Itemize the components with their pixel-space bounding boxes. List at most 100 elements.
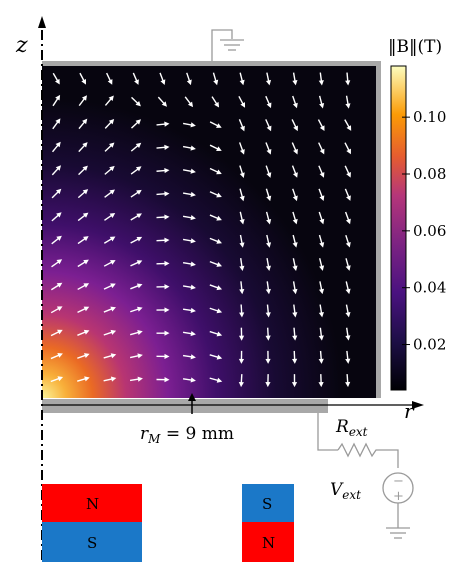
magnet-right-south (242, 484, 294, 522)
field-arrow (318, 281, 325, 295)
field-arrow (318, 95, 325, 109)
field-arrows (50, 72, 352, 388)
field-arrow (52, 72, 60, 85)
colorbar (390, 65, 407, 391)
field-arrow (78, 142, 88, 153)
field-arrow (265, 211, 272, 225)
field-arrow (156, 144, 170, 150)
magnet-left-south (42, 522, 142, 562)
field-arrow (103, 376, 117, 382)
field-arrow (182, 168, 196, 174)
field-arrow (159, 72, 166, 86)
field-arrow (238, 119, 245, 132)
field-arrow (344, 188, 351, 201)
field-arrow (182, 377, 196, 383)
field-arrow (239, 304, 245, 318)
colorbar-ticks: 0.10 0.08 0.06 0.04 0.02 (402, 108, 446, 354)
field-arrow (104, 95, 114, 106)
field-arrow (103, 353, 117, 359)
field-arrow (182, 215, 196, 221)
field-arrow (156, 191, 170, 197)
field-arrow (182, 354, 196, 360)
field-arrow (156, 353, 170, 360)
field-arrow (344, 142, 351, 155)
field-arrow (50, 376, 64, 383)
magnet-right: S N (242, 484, 294, 562)
top-electrode (42, 61, 381, 66)
colorbar-tick-label: 0.04 (413, 279, 446, 297)
field-arrow (317, 119, 325, 132)
field-arrow (77, 236, 89, 245)
field-arrow (345, 234, 351, 248)
field-arrow (156, 237, 170, 243)
source-minus: − (393, 474, 404, 489)
field-arrow (318, 350, 324, 364)
field-arrow (182, 284, 196, 290)
field-arrow (238, 142, 245, 155)
radius-label: rM = 9 mm (140, 424, 234, 446)
colorbar-tick-label: 0.06 (413, 222, 446, 240)
field-arrow (51, 165, 62, 176)
field-arrow (182, 122, 196, 128)
field-arrow (265, 72, 272, 86)
field-arrow (209, 214, 222, 221)
field-arrow (132, 72, 139, 85)
field-arrow (156, 168, 170, 174)
magnet-left: N S (42, 484, 142, 562)
field-arrow (156, 214, 170, 220)
field-arrow (130, 283, 143, 290)
field-arrow (156, 284, 170, 290)
colorbar-tick-label: 0.08 (413, 165, 446, 183)
field-arrow (345, 350, 351, 364)
field-arrow (50, 282, 63, 291)
magnet-left-top-label: N (86, 495, 99, 513)
field-arrow (239, 234, 245, 248)
field-arrow (345, 258, 351, 271)
r-axis-arrow (412, 401, 424, 409)
field-arrow (78, 118, 88, 130)
field-arrow (182, 307, 196, 313)
field-arrow (265, 142, 272, 155)
field-arrow (130, 306, 143, 313)
field-arrow (292, 188, 298, 202)
field-arrow (318, 304, 324, 318)
field-arrow (50, 329, 63, 337)
field-arrow (130, 213, 142, 221)
r-axis-label: r (404, 399, 415, 423)
field-arrow (182, 191, 196, 197)
field-arrow (131, 96, 141, 107)
field-arrow (292, 327, 298, 341)
field-arrow (79, 72, 86, 85)
colorbar-tick-label: 0.02 (413, 336, 446, 354)
field-arrow (156, 260, 170, 267)
field-arrow (239, 188, 245, 202)
field-arrow (292, 72, 298, 86)
magnet-left-bottom-label: S (87, 534, 97, 552)
field-arrow (345, 72, 351, 86)
resistor-symbol (337, 442, 399, 468)
colorbar-tick-label: 0.10 (413, 108, 446, 126)
field-arrow (292, 95, 298, 109)
field-arrow (239, 281, 245, 295)
field-arrow (291, 142, 298, 155)
field-arrow (51, 212, 62, 222)
z-axis-arrow (38, 16, 46, 28)
field-arrow (130, 119, 141, 129)
field-arrow (51, 141, 61, 153)
field-arrow (103, 306, 116, 313)
field-arrow (318, 327, 324, 341)
field-arrow (318, 234, 325, 248)
field-arrow (156, 330, 170, 336)
field-arrow (292, 350, 298, 364)
field-arrow (104, 189, 115, 198)
magnet-right-top-label: S (262, 495, 272, 513)
z-axis-label: z (15, 33, 28, 58)
field-arrow (77, 376, 90, 382)
field-arrow (211, 96, 220, 108)
field-arrow (156, 307, 170, 313)
field-arrow (51, 188, 62, 199)
field-arrow (239, 165, 245, 178)
field-arrow (345, 95, 351, 109)
field-arrow (78, 165, 88, 176)
field-arrow (182, 261, 196, 267)
